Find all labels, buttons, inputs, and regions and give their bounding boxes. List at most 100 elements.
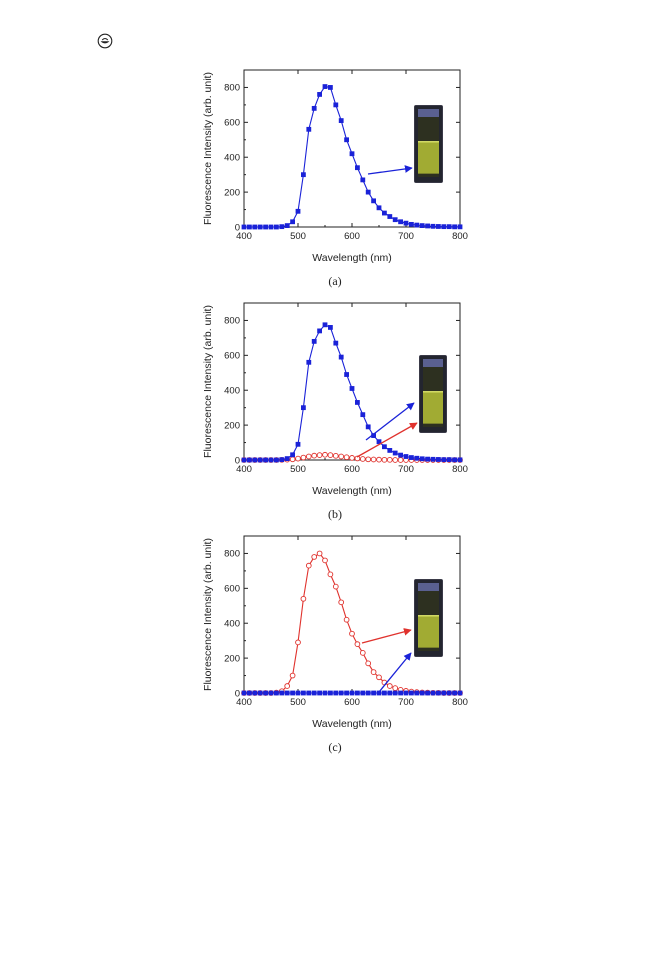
data-point-circle xyxy=(392,457,399,463)
data-point-square xyxy=(409,455,414,460)
data-point-square xyxy=(349,151,355,157)
data-point-square xyxy=(425,223,430,229)
data-point-square xyxy=(446,224,452,230)
data-point-square xyxy=(414,222,420,228)
data-point-square xyxy=(344,372,349,377)
data-point-square xyxy=(306,690,312,696)
data-point-circle xyxy=(376,674,382,681)
data-point-circle xyxy=(359,456,366,462)
data-point-square xyxy=(387,214,393,219)
data-point-square xyxy=(252,224,258,230)
y-tick-label: 200 xyxy=(224,187,240,198)
inset-arrow-blue xyxy=(378,652,412,693)
chart-panel-c: 400 500 600 700 800 0 200 400 600 800 Wavelength (… xyxy=(190,528,480,754)
data-point-square xyxy=(349,386,355,391)
data-point-circle xyxy=(381,456,388,463)
data-point-square xyxy=(290,219,295,225)
data-point-square xyxy=(392,217,398,223)
data-point-square xyxy=(263,224,268,230)
data-point-circle xyxy=(338,599,345,606)
data-point-square xyxy=(317,328,322,334)
data-point-circle xyxy=(332,452,339,459)
data-point-square xyxy=(268,457,274,463)
data-point-square xyxy=(247,224,252,230)
data-point-square xyxy=(365,690,371,696)
y-tick-label: 0 xyxy=(235,222,240,233)
chart-b: 400 500 600 700 800 0 200 400 600 800 Wavelength (… xyxy=(202,302,468,497)
data-point-square xyxy=(290,690,295,696)
data-point-square xyxy=(365,424,371,430)
data-point-circle xyxy=(332,583,339,590)
data-point-square xyxy=(290,452,295,458)
data-point-square xyxy=(295,441,301,447)
data-point-square xyxy=(360,177,366,183)
y-axis-label: Fluorescence Intensity (arb. unit) xyxy=(202,538,214,691)
data-point-square xyxy=(241,224,247,230)
x-tick-label: 500 xyxy=(290,464,306,475)
data-point-square xyxy=(398,452,403,458)
vial-photo-inset xyxy=(414,579,443,657)
data-point-square xyxy=(328,85,333,90)
chart-caption: (c) xyxy=(328,740,342,754)
data-point-square xyxy=(419,223,425,229)
vial-fluorescence xyxy=(423,391,443,424)
chart-a: 400 500 600 700 800 0 200 400 600 800 Wavelength (… xyxy=(202,69,468,264)
data-point-square xyxy=(425,690,430,696)
data-point-square xyxy=(284,456,290,462)
y-tick-label: 600 xyxy=(224,118,240,129)
data-point-square xyxy=(344,137,349,143)
data-point-square xyxy=(241,457,247,463)
data-point-square xyxy=(274,457,279,463)
chart-panel-b: 400 500 600 700 800 0 200 400 600 800 Wavelength (… xyxy=(190,295,480,521)
chart-panel-a: 400 500 600 700 800 0 200 400 600 800 Wavelength (… xyxy=(190,62,480,288)
data-point-square xyxy=(284,223,290,229)
data-point-square xyxy=(355,690,360,696)
data-point-square xyxy=(344,690,349,696)
y-tick-label: 800 xyxy=(224,316,240,327)
data-point-circle xyxy=(397,457,404,463)
data-point-square xyxy=(349,690,355,696)
data-point-circle xyxy=(370,669,377,675)
data-point-circle xyxy=(338,453,345,460)
data-point-square xyxy=(333,690,339,696)
data-point-square xyxy=(436,690,441,696)
data-point-circle xyxy=(322,451,328,458)
y-tick-label: 200 xyxy=(224,420,240,431)
data-point-square xyxy=(338,354,344,360)
data-point-square xyxy=(414,455,420,461)
data-point-square xyxy=(301,405,306,411)
data-point-square xyxy=(425,456,430,462)
y-axis-label: Fluorescence Intensity (arb. unit) xyxy=(202,305,214,458)
data-point-square xyxy=(430,690,436,696)
data-point-square xyxy=(301,172,306,178)
data-point-square xyxy=(452,690,457,696)
data-point-square xyxy=(279,224,285,230)
data-point-square xyxy=(360,412,366,418)
data-point-square xyxy=(252,690,258,696)
inset-arrow-blue xyxy=(367,165,413,175)
inset-arrow-red xyxy=(356,422,418,458)
x-tick-label: 400 xyxy=(236,697,252,708)
data-point-square xyxy=(446,457,452,463)
data-point-square xyxy=(338,118,344,123)
vial-cap xyxy=(423,359,443,367)
data-point-circle xyxy=(284,683,291,689)
data-point-square xyxy=(338,690,344,696)
data-point-square xyxy=(452,457,457,463)
data-point-square xyxy=(452,224,457,230)
data-point-circle xyxy=(289,456,296,463)
data-point-square xyxy=(322,322,328,328)
chart-caption: (b) xyxy=(328,507,342,521)
data-point-square xyxy=(382,444,387,450)
data-point-square xyxy=(317,92,322,97)
data-point-square xyxy=(306,359,312,365)
data-point-square xyxy=(328,325,333,330)
y-tick-label: 400 xyxy=(224,619,240,630)
inset-arrow-red xyxy=(361,628,412,644)
data-point-square xyxy=(274,690,279,696)
data-point-circle xyxy=(370,456,377,463)
y-tick-label: 200 xyxy=(224,653,240,664)
y-tick-label: 0 xyxy=(235,688,240,699)
data-point-circle xyxy=(311,452,318,459)
data-point-square xyxy=(376,690,382,696)
